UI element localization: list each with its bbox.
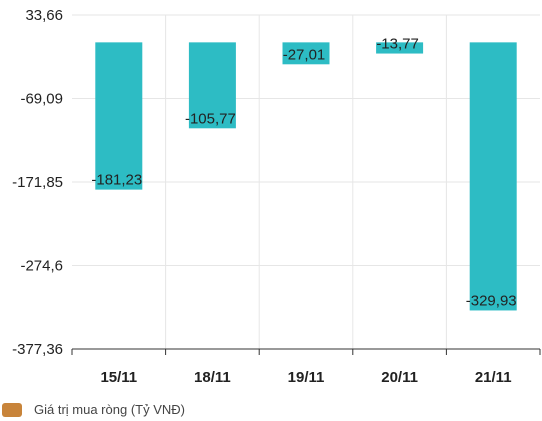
- y-tick-label: -69,09: [20, 90, 63, 107]
- x-tick-label: 15/11: [100, 369, 137, 386]
- bar: [376, 42, 424, 54]
- x-tick-label: 20/11: [381, 369, 418, 386]
- data-label: -181,23: [91, 172, 142, 189]
- axes: [71, 348, 541, 355]
- y-tick-label: -171,85: [12, 174, 63, 191]
- y-tick-label: -377,36: [12, 341, 63, 358]
- data-label: -329,93: [466, 292, 517, 309]
- x-tick-label: 18/11: [194, 369, 231, 386]
- bars: [95, 42, 517, 311]
- bar: [95, 42, 143, 190]
- bar: [282, 42, 330, 65]
- x-tick-label: 19/11: [288, 369, 325, 386]
- bar: [469, 42, 517, 311]
- legend-swatch: [2, 402, 22, 417]
- legend-label: Giá trị mua ròng (Tỷ VNĐ): [34, 402, 185, 417]
- data-label: -27,01: [283, 46, 326, 63]
- y-tick-label: 33,66: [25, 7, 63, 24]
- legend[interactable]: Giá trị mua ròng (Tỷ VNĐ): [2, 402, 185, 417]
- bar-chart: 33,66 -69,09 -171,85 -274,6 -377,36 -181,23 15…: [12, 7, 541, 386]
- bar: [188, 42, 236, 129]
- y-tick-label: -274,6: [20, 257, 63, 274]
- x-tick-label: 21/11: [475, 369, 512, 386]
- data-label: -13,77: [376, 36, 419, 53]
- labels: 33,66 -69,09 -171,85 -274,6 -377,36 -181,23 15…: [12, 7, 517, 386]
- data-label: -105,77: [185, 110, 236, 127]
